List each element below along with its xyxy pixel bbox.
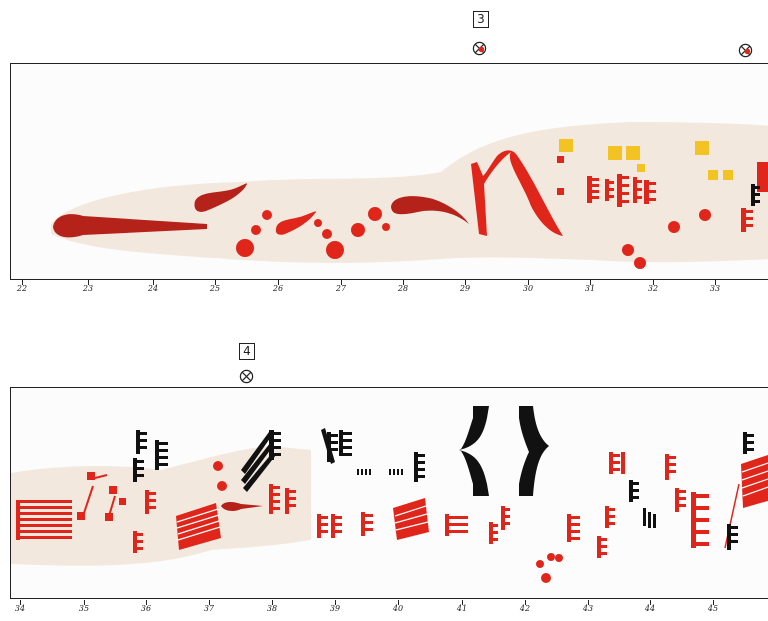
measure-label: 37 xyxy=(203,604,215,613)
dot xyxy=(262,210,272,220)
arch-gesture xyxy=(471,150,563,236)
density-band xyxy=(11,446,311,566)
dot xyxy=(547,553,555,561)
comb-lines xyxy=(176,508,221,541)
measure-label: 33 xyxy=(709,284,721,293)
dot xyxy=(326,241,344,259)
bowtie-shape xyxy=(519,406,549,496)
tapered-tone xyxy=(391,196,469,224)
tapered-tone xyxy=(221,502,263,511)
square-tone xyxy=(559,139,573,152)
measure-label: 42 xyxy=(519,604,531,613)
circled-x-icon xyxy=(239,369,254,384)
dot xyxy=(351,223,365,237)
measure-label: 43 xyxy=(582,604,594,613)
measure-label: 44 xyxy=(644,604,656,613)
comb-cluster xyxy=(16,500,72,540)
dot xyxy=(314,219,322,227)
circled-x-red-icon xyxy=(472,41,487,56)
measure-label: 22 xyxy=(16,284,28,293)
dot xyxy=(213,461,223,471)
comb-cluster xyxy=(133,490,221,553)
measure-ruler-section-3: 22 23 24 25 26 27 28 29 30 31 32 33 xyxy=(10,280,768,294)
dot xyxy=(382,223,390,231)
measure-label: 36 xyxy=(140,604,152,613)
dot xyxy=(368,207,382,221)
measure-label: 34 xyxy=(14,604,26,613)
measure-label: 40 xyxy=(392,604,404,613)
measure-label: 30 xyxy=(522,284,534,293)
measure-label: 23 xyxy=(82,284,94,293)
dot xyxy=(322,229,332,239)
dot xyxy=(555,554,563,562)
square-tone xyxy=(637,164,645,172)
square-tone xyxy=(695,141,709,155)
curved-tone xyxy=(275,211,317,235)
dot xyxy=(699,209,711,221)
measure-label: 26 xyxy=(272,284,284,293)
fan-cluster-black xyxy=(133,430,281,492)
comb-cluster xyxy=(587,162,768,232)
measure-label: 41 xyxy=(456,604,468,613)
dot xyxy=(236,239,254,257)
dot xyxy=(622,244,634,256)
comb-cluster xyxy=(317,452,768,558)
dot xyxy=(668,221,680,233)
section-number-4: 4 xyxy=(239,343,255,360)
dot xyxy=(536,560,544,568)
measure-label: 39 xyxy=(329,604,341,613)
square-tone xyxy=(723,170,733,180)
section-number-3: 3 xyxy=(473,11,489,28)
bowtie-shape xyxy=(459,406,489,496)
measure-label: 25 xyxy=(209,284,221,293)
comb-cluster-black xyxy=(321,428,425,482)
note-group xyxy=(77,472,126,521)
measure-label: 45 xyxy=(707,604,719,613)
measure-label: 29 xyxy=(459,284,471,293)
measure-label: 28 xyxy=(397,284,409,293)
density-band xyxy=(51,122,768,263)
measure-label: 31 xyxy=(584,284,596,293)
comb-cluster-black xyxy=(751,184,760,206)
dot xyxy=(251,225,261,235)
measure-label: 35 xyxy=(78,604,90,613)
square-tone xyxy=(557,156,564,163)
measure-label: 27 xyxy=(335,284,347,293)
score-panel-section-4 xyxy=(10,387,768,599)
comb-cluster xyxy=(269,484,296,514)
dot xyxy=(634,257,646,269)
circled-x-red-icon xyxy=(738,43,753,58)
measure-ruler-section-4: 34 35 36 37 38 39 40 41 42 43 44 45 xyxy=(10,600,768,614)
comb-cluster-black xyxy=(629,432,754,550)
square-tone xyxy=(626,146,640,160)
score-panel-section-3 xyxy=(10,63,768,280)
measure-label: 38 xyxy=(266,604,278,613)
square-tone xyxy=(708,170,718,180)
square-tone xyxy=(557,188,564,195)
dot xyxy=(217,481,227,491)
curved-tone xyxy=(194,183,248,212)
comb-lines xyxy=(394,462,768,531)
tapered-tone xyxy=(53,214,207,238)
measure-label: 24 xyxy=(147,284,159,293)
measure-label: 32 xyxy=(647,284,659,293)
square-tone xyxy=(608,146,622,160)
dot xyxy=(541,573,551,583)
